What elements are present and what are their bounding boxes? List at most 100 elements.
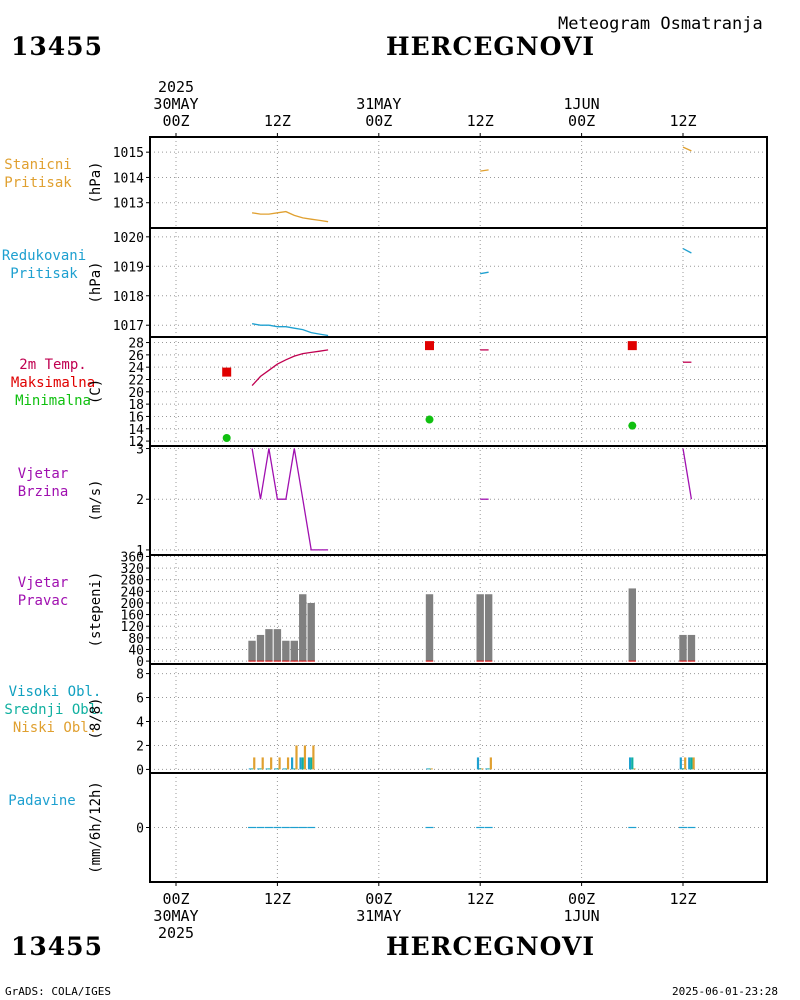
cloud-bar — [489, 757, 492, 770]
y-tick-label: 0 — [136, 822, 144, 837]
panel-label-wind-speed: Vjetar Brzina — [0, 465, 103, 501]
y-tick-label: 8 — [136, 668, 144, 683]
cloud-bar — [629, 757, 632, 770]
label-line: Maksimalna — [10, 375, 96, 391]
y-tick-label: 28 — [128, 337, 144, 352]
chart-subtitle: Meteogram Osmatranja — [558, 14, 763, 34]
min-temp-marker — [425, 415, 434, 424]
time-label-line1: 1JUN — [563, 95, 600, 113]
time-label-line2 — [430, 908, 530, 925]
cloud-bar — [286, 757, 290, 770]
y-tick-label: 3 — [136, 443, 144, 458]
cloud-bar — [681, 768, 685, 770]
y-tick-label: 120 — [121, 620, 144, 635]
wind-direction-bar — [476, 594, 484, 662]
station-name: HERCEGNOVI — [386, 32, 596, 61]
label-line: Redukovani — [1, 248, 87, 264]
cloud-bar — [679, 757, 682, 770]
cloud-bar — [261, 757, 264, 770]
y-tick-label: 1020 — [113, 231, 144, 246]
series-line — [251, 323, 329, 337]
cloud-bar — [476, 757, 480, 770]
cloud-bar — [301, 757, 304, 770]
footer-credit: GrADS: COLA/IGES — [5, 985, 111, 998]
year-label-bottom: 2025 — [157, 924, 195, 942]
cloud-bar — [276, 768, 279, 770]
time-label-line2: 12Z — [263, 112, 291, 130]
y-tick-label: 240 — [121, 585, 144, 600]
wind-direction-bar — [299, 594, 307, 662]
cloud-bar — [312, 745, 315, 770]
time-label-line2: 1JUN — [563, 907, 600, 925]
wind-direction-bar — [425, 594, 434, 662]
label-line: Stanicni — [4, 157, 72, 173]
time-label-line2: 30MAY — [153, 907, 199, 925]
wind-direction-bar — [256, 634, 265, 662]
wind-direction-bar — [282, 640, 290, 662]
wind-direction-bar — [679, 634, 687, 662]
y-tick-label: 14 — [128, 423, 144, 438]
cloud-bar — [310, 757, 313, 770]
label-line: Pritisak — [4, 175, 72, 191]
cloud-bar — [428, 768, 431, 770]
wind-direction-bar — [484, 594, 493, 662]
cloud-bar — [688, 757, 691, 770]
time-label-line1: 12Z — [669, 890, 697, 908]
time-label: 12Z — [430, 891, 530, 925]
y-tick-label: 0 — [136, 655, 144, 670]
cloud-bar — [485, 768, 488, 770]
cloud-bar — [633, 768, 636, 770]
y-tick-label: 1019 — [113, 260, 144, 275]
y-tick-label: 1013 — [113, 197, 144, 212]
panel-label-clouds: Visoki Obl. Srednji Obl. Niski Obl. — [0, 683, 115, 737]
time-label: 00Z 1JUN — [532, 891, 632, 925]
min-temp-marker — [222, 433, 231, 442]
time-label: 12Z — [227, 96, 327, 130]
y-axis-label: (hPa) — [88, 161, 104, 203]
max-temp-marker — [222, 367, 232, 377]
wind-direction-bar — [248, 640, 256, 662]
time-label: 00Z 30MAY — [126, 891, 226, 925]
y-tick-label: 80 — [128, 632, 144, 647]
y-tick-label: 4 — [136, 715, 144, 730]
wind-direction-bar — [290, 640, 298, 662]
time-label-line1: 12Z — [466, 890, 494, 908]
cloud-bar — [278, 757, 281, 770]
cloud-bar — [299, 757, 302, 770]
cloud-bar — [487, 768, 490, 770]
year-label-top: 2025 — [157, 78, 195, 96]
y-tick-label: 320 — [121, 562, 144, 577]
y-tick-label: 16 — [128, 410, 144, 425]
min-temp-marker — [628, 421, 637, 430]
label-line: Padavine — [8, 793, 76, 809]
y-axis-label: (m/s) — [88, 479, 104, 521]
time-label: 12Z — [430, 96, 530, 130]
y-tick-label: 40 — [128, 643, 144, 658]
y-tick-label: 0 — [136, 763, 144, 778]
wind-direction-bar — [687, 634, 696, 662]
y-tick-label: 24 — [128, 361, 144, 376]
panel-label-reduced-pressure: Redukovani Pritisak — [0, 247, 104, 283]
y-tick-label: 1 — [136, 544, 144, 559]
time-label-line1: 30MAY — [153, 95, 199, 113]
time-label-line1: 00Z — [162, 890, 190, 908]
y-axis-label: (8/8) — [88, 697, 104, 739]
time-label-line2: 31MAY — [356, 907, 402, 925]
wind-direction-bar — [265, 629, 273, 662]
panel-frame — [149, 136, 768, 229]
series-line — [251, 349, 329, 387]
y-tick-label: 6 — [136, 692, 144, 707]
series-line — [682, 248, 692, 254]
panel-frame — [149, 772, 768, 883]
label-line: Srednji Obl. — [4, 702, 106, 718]
y-tick-label: 22 — [128, 373, 144, 388]
cloud-bar — [303, 745, 307, 770]
y-tick-label: 18 — [128, 398, 144, 413]
y-tick-label: 1015 — [113, 146, 144, 161]
cloud-bar — [250, 768, 254, 770]
y-axis-label: (hPa) — [88, 261, 104, 303]
series-line — [480, 169, 489, 172]
time-label-line2: 12Z — [669, 112, 697, 130]
time-label-line1: 00Z — [365, 890, 393, 908]
time-label: 12Z — [633, 96, 733, 130]
